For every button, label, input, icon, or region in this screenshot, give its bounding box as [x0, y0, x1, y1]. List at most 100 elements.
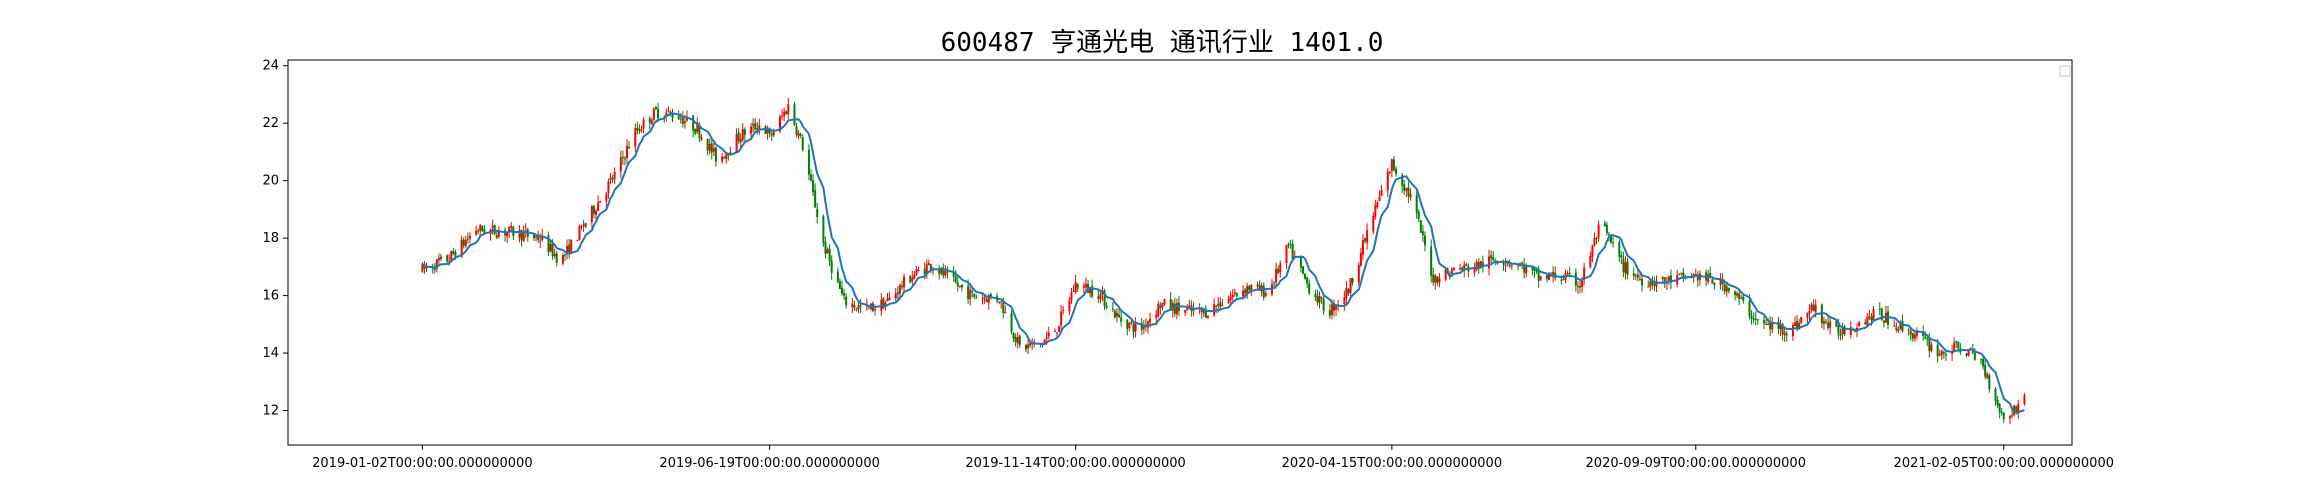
candle	[1027, 339, 1030, 355]
candle	[1822, 316, 1825, 330]
candle	[1915, 327, 1918, 340]
candle	[576, 239, 579, 242]
candle	[1736, 291, 1739, 299]
candle	[1126, 318, 1129, 336]
candle	[927, 259, 930, 266]
candle	[1056, 332, 1059, 337]
candle	[830, 255, 833, 280]
candle	[1419, 219, 1422, 233]
candle	[1403, 179, 1406, 195]
candle	[648, 116, 651, 130]
candle	[1146, 320, 1149, 334]
x-tick-label: 2020-04-15T00:00:00.000000000	[1282, 456, 1502, 471]
candle	[1740, 294, 1743, 299]
x-tick-label: 2019-01-02T00:00:00.000000000	[312, 456, 532, 471]
candle	[1647, 280, 1650, 288]
candle	[1219, 297, 1222, 311]
candle	[1105, 301, 1108, 310]
candle	[1246, 282, 1249, 299]
candle	[549, 240, 552, 253]
candle	[1473, 263, 1476, 277]
candle	[1698, 270, 1701, 286]
candle	[595, 208, 598, 220]
candle	[915, 265, 918, 277]
candle	[1589, 251, 1592, 269]
candle	[1163, 298, 1166, 306]
candle	[785, 109, 788, 115]
candle	[1682, 267, 1685, 283]
candle	[925, 259, 928, 279]
candle	[1233, 288, 1236, 297]
candle	[1893, 319, 1896, 327]
candle	[477, 228, 480, 235]
candle	[1047, 326, 1050, 340]
candle	[1279, 260, 1282, 278]
candle	[1872, 305, 1875, 322]
candle	[1012, 332, 1015, 343]
candle	[1215, 305, 1218, 314]
candle	[439, 253, 442, 262]
candle	[1583, 262, 1586, 285]
candle	[1597, 220, 1600, 243]
candle	[1436, 276, 1439, 286]
candle	[1304, 273, 1307, 280]
candle	[1376, 200, 1379, 209]
candle	[568, 238, 571, 259]
candle	[855, 307, 858, 312]
candle	[1622, 251, 1625, 278]
candle	[1868, 310, 1871, 320]
candle	[607, 178, 610, 199]
candle	[1401, 172, 1404, 193]
candle	[1897, 326, 1900, 334]
candle	[1221, 298, 1224, 307]
candle	[1591, 244, 1594, 263]
candle	[613, 167, 616, 184]
candle	[766, 125, 769, 140]
candle	[960, 284, 963, 292]
candle	[640, 125, 643, 133]
candle	[522, 225, 525, 242]
candle	[1388, 171, 1391, 175]
candle	[692, 114, 695, 138]
candle	[903, 273, 906, 292]
candle	[650, 117, 653, 125]
candle	[1907, 328, 1910, 336]
candle	[952, 265, 955, 282]
candle	[1161, 302, 1164, 311]
plot-area	[421, 97, 2026, 425]
candle	[1322, 294, 1325, 315]
candle	[1111, 302, 1114, 312]
candle	[797, 130, 800, 140]
candle	[857, 301, 860, 313]
candle	[723, 156, 726, 159]
candle	[739, 133, 742, 148]
candle	[1285, 244, 1288, 270]
candle	[793, 101, 796, 127]
candle	[1053, 328, 1056, 332]
candle	[1725, 282, 1728, 298]
candle	[801, 134, 804, 152]
candle	[1175, 298, 1178, 320]
candle	[2008, 414, 2011, 425]
candle	[1533, 267, 1536, 278]
candle	[714, 146, 717, 167]
candle	[611, 174, 614, 184]
candle	[1624, 256, 1627, 280]
candle	[561, 252, 564, 266]
candle	[464, 235, 467, 248]
candle	[1779, 319, 1782, 337]
candle	[566, 239, 569, 260]
x-tick-label: 2020-09-09T00:00:00.000000000	[1586, 456, 1806, 471]
candle	[592, 204, 595, 219]
candle	[1314, 289, 1317, 301]
candle	[1213, 298, 1216, 317]
candle	[475, 225, 478, 237]
moving-average-line	[421, 112, 2025, 414]
candle	[1159, 302, 1162, 315]
candle	[1386, 168, 1389, 198]
candle	[1132, 320, 1135, 339]
candle	[526, 227, 529, 242]
candle	[1415, 187, 1418, 219]
candle	[1641, 274, 1644, 292]
